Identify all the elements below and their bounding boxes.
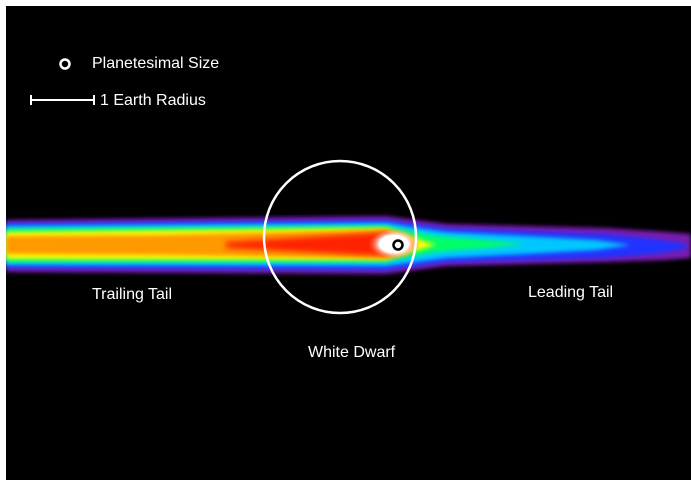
- planetesimal-ring-icon: [392, 239, 404, 251]
- legend-planetesimal-label: Planetesimal Size: [92, 55, 220, 72]
- debris-stream: [6, 216, 691, 274]
- ring-marker-icon: [59, 58, 71, 70]
- debris-stream-diagram: [6, 58, 691, 315]
- stream-layer-red: [226, 232, 412, 256]
- leading-tail-label: Leading Tail: [528, 284, 614, 301]
- figure-panel: Planetesimal Size 1 Earth Radius Trailin…: [6, 6, 691, 480]
- trailing-tail-label: Trailing Tail: [92, 286, 173, 303]
- legend: [30, 58, 95, 105]
- legend-scale-label: 1 Earth Radius: [100, 92, 206, 109]
- white-dwarf-circle: [262, 159, 418, 315]
- scale-bar-icon: [30, 95, 95, 105]
- white-dwarf-label: White Dwarf: [308, 344, 396, 361]
